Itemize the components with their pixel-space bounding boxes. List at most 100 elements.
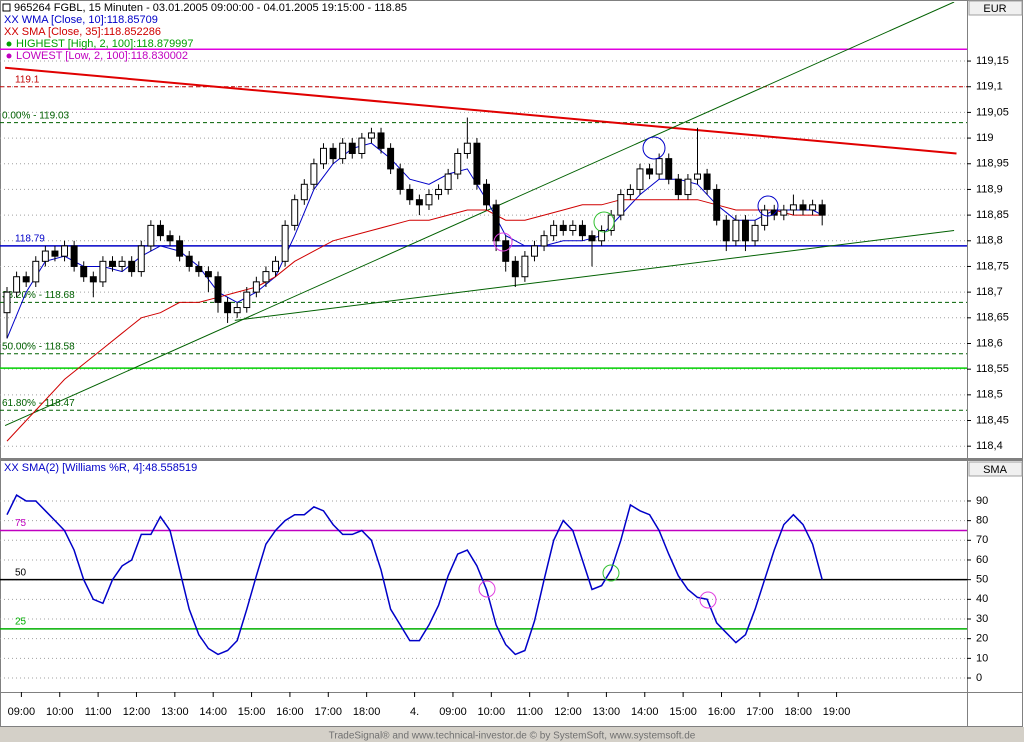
y-tick-label: 80 [976, 515, 988, 527]
candle-body [166, 235, 174, 242]
candle-body [329, 147, 337, 160]
candle-body [99, 260, 107, 283]
legend-entry: HIGHEST [High, 2, 100]:118.879997 [16, 38, 194, 50]
candle-body [13, 276, 21, 293]
candle-body [473, 142, 481, 185]
candle-body [41, 250, 49, 262]
candle-body [185, 255, 193, 267]
y-tick-label: 118,95 [976, 158, 1009, 170]
x-tick-label: 4. [410, 706, 419, 718]
axis-header [968, 0, 1023, 16]
candle-body [377, 132, 385, 149]
candle-body [780, 209, 788, 216]
price-panel: 119.1 0.00% - 119.03 118.79 38.20% - 118.68… [0, 2, 967, 447]
x-tick-label: 13:00 [593, 706, 621, 718]
candle-body [415, 199, 423, 206]
annotation-circle [493, 232, 513, 252]
legend-entry: LOWEST [Low, 2, 100]:118.830002 [16, 50, 188, 62]
candle-body [454, 152, 462, 175]
candle-body [550, 224, 558, 237]
x-tick-label: 17:00 [746, 706, 774, 718]
y-tick-label: 0 [976, 672, 982, 684]
y-tick-label: 20 [976, 633, 988, 645]
x-tick-label: 12:00 [554, 706, 582, 718]
candle-body [291, 199, 299, 226]
y-tick-label: 118,7 [976, 286, 1003, 298]
oscillator-panel: 75 50 25 [0, 494, 967, 679]
level-label: 0.00% - 119.03 [2, 110, 70, 121]
y-tick-label: 70 [976, 534, 988, 546]
annotation-circle [593, 211, 615, 233]
y-tick-label: 119 [976, 132, 994, 144]
level-label: 119.1 [15, 74, 40, 85]
candle-body [61, 245, 69, 257]
axes: 118,4 118,45 118,5 118,55 118,6 118,65 118,7 11… [8, 55, 1009, 718]
x-tick-label: 13:00 [161, 706, 189, 718]
legend-entry: XX SMA [Close, 35]:118.852286 [4, 26, 161, 38]
candle-body [156, 224, 164, 237]
candle-body [22, 276, 30, 283]
candle-body [51, 250, 59, 257]
candle-body [367, 132, 375, 139]
y-tick-label: 118,45 [976, 414, 1009, 426]
legend-entry: XX WMA [Close, 10]:118.85709 [4, 14, 158, 26]
y-tick-label: 118,6 [976, 337, 1003, 349]
candle-body [70, 245, 78, 267]
y-tick-label: 118,9 [976, 183, 1003, 195]
x-tick-label: 16:00 [708, 706, 736, 718]
candle-body [252, 281, 260, 293]
y-tick-label: 118,8 [976, 235, 1003, 247]
candle-body [559, 224, 567, 232]
candle-body [281, 224, 289, 262]
trendline [5, 66, 957, 155]
footer-bar [0, 727, 1024, 742]
candle-body [770, 209, 778, 216]
candle-body [789, 204, 797, 211]
candle-body [435, 188, 443, 196]
candle-body [339, 142, 347, 160]
x-tick-label: 12:00 [123, 706, 151, 718]
candle-body [684, 178, 692, 196]
candle-body [128, 260, 136, 273]
x-tick-label: 14:00 [631, 706, 659, 718]
candle-body [358, 137, 366, 154]
x-tick-label: 18:00 [784, 706, 812, 718]
x-tick-label: 09:00 [439, 706, 467, 718]
candle-body [761, 209, 769, 226]
y-tick-label: 40 [976, 593, 988, 605]
y-tick-label: 118,65 [976, 312, 1009, 324]
candle-body [722, 219, 730, 242]
chart-title: XX SMA(2) [Williams %R, 4]:48.558519 [4, 462, 197, 474]
candle-body [320, 147, 327, 165]
level-label: 118.79 [15, 234, 45, 245]
level-label: 38.20% - 118.68 [2, 290, 75, 301]
candle-body [176, 240, 184, 257]
candle-body [89, 276, 97, 283]
x-tick-label: 11:00 [516, 706, 543, 718]
candle-body [32, 260, 40, 283]
candle-body [3, 291, 11, 314]
candle-body [655, 158, 663, 175]
candle-body [80, 265, 88, 278]
candle-body [463, 142, 471, 154]
y-tick-label: 90 [976, 495, 988, 507]
y-tick-label: 60 [976, 554, 988, 566]
legend: 965264 FGBL, 15 Minuten - 03.01.2005 09:… [2, 2, 407, 474]
candle-body [387, 147, 395, 170]
candle-body [809, 204, 817, 211]
y-tick-label: 118,4 [976, 440, 1003, 452]
candle-body [118, 260, 126, 267]
legend-marker [6, 41, 12, 47]
x-tick-label: 19:00 [823, 706, 851, 718]
level-label: 75 [15, 518, 27, 529]
x-tick-label: 15:00 [669, 706, 697, 718]
candle-body [636, 168, 644, 190]
candle-body [348, 142, 356, 154]
candle-body [224, 301, 232, 314]
candle-body [396, 168, 404, 190]
candle-body [799, 204, 807, 211]
level-label: 50 [15, 567, 27, 578]
level-label: 50.00% - 118.58 [2, 341, 75, 352]
candle-body [588, 235, 596, 242]
candle-body [646, 168, 654, 175]
